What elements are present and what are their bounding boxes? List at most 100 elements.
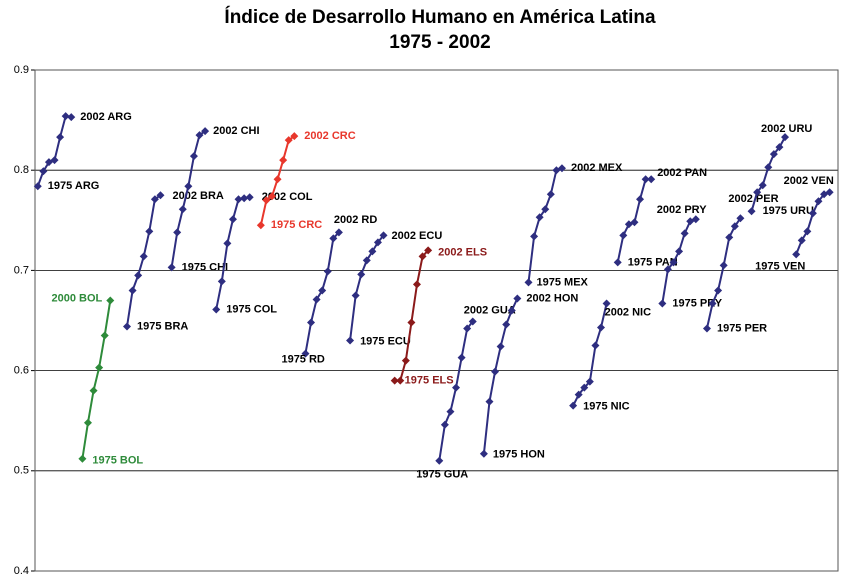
marker <box>463 324 472 333</box>
marker <box>747 207 756 216</box>
marker <box>641 175 650 184</box>
marker <box>658 299 667 308</box>
marker <box>357 270 366 279</box>
series-line <box>482 298 519 454</box>
marker <box>691 215 700 224</box>
marker <box>346 336 355 345</box>
y-tick-label: 0.4 <box>14 565 29 577</box>
series-line <box>572 303 608 407</box>
marker <box>613 258 622 267</box>
y-tick-label: 0.6 <box>14 365 29 377</box>
marker <box>78 454 87 463</box>
marker <box>100 331 109 340</box>
marker <box>212 305 221 314</box>
marker <box>139 252 148 261</box>
marker <box>663 265 672 274</box>
start-label: 1975 MEX <box>537 276 589 288</box>
y-tick-label: 0.9 <box>14 64 29 76</box>
end-label: 2002 ELS <box>438 246 487 258</box>
start-label: 1975 BOL <box>92 455 143 467</box>
marker <box>814 197 823 206</box>
start-label: 1975 CRC <box>271 219 322 231</box>
marker <box>719 261 728 270</box>
marker <box>106 296 115 305</box>
marker <box>708 299 717 308</box>
y-tick-label: 0.8 <box>14 164 29 176</box>
marker <box>440 420 449 429</box>
marker <box>61 112 70 121</box>
marker <box>33 182 42 191</box>
marker <box>56 133 65 142</box>
series-line <box>705 217 742 329</box>
marker <box>669 258 678 267</box>
marker <box>435 456 444 465</box>
marker <box>128 286 137 295</box>
end-label: 2002 HON <box>526 292 578 304</box>
start-label: 1975 VEN <box>755 260 805 272</box>
marker <box>479 449 488 458</box>
end-label: 2002 ECU <box>392 230 443 242</box>
marker <box>591 341 600 350</box>
marker <box>803 227 812 236</box>
marker <box>217 277 226 286</box>
marker <box>156 191 165 200</box>
marker <box>83 418 92 427</box>
end-label: 2000 BOL <box>52 292 103 304</box>
start-label: 1975 COL <box>226 303 277 315</box>
marker <box>714 286 723 295</box>
marker <box>580 383 589 392</box>
marker <box>50 156 59 165</box>
end-label: 2002 COL <box>262 191 313 203</box>
series-line <box>36 114 72 187</box>
end-label: 2002 URU <box>761 123 812 135</box>
marker <box>39 167 48 176</box>
start-label: 1975 HON <box>493 449 545 461</box>
marker <box>753 188 762 197</box>
marker <box>491 367 500 376</box>
end-label: 2002 PRY <box>657 204 707 216</box>
end-label: 2002 GUA <box>464 304 516 316</box>
marker <box>630 218 639 227</box>
series-line <box>349 234 385 341</box>
marker <box>234 195 243 204</box>
start-label: 1975 PRY <box>672 297 722 309</box>
marker <box>569 401 578 410</box>
marker <box>619 231 628 240</box>
plot-frame <box>34 69 839 572</box>
series-line <box>795 191 830 255</box>
end-label: 2002 CRC <box>304 130 355 142</box>
marker <box>195 131 204 140</box>
marker <box>412 280 421 289</box>
marker <box>602 299 611 308</box>
series-line <box>126 194 162 327</box>
start-label: 1975 PER <box>717 322 767 334</box>
marker <box>379 231 388 240</box>
marker <box>574 390 583 399</box>
marker <box>702 324 711 333</box>
marker <box>318 286 327 295</box>
start-label: 1975 URU <box>763 205 814 217</box>
marker <box>301 349 310 358</box>
chart-title: Índice de Desarrollo Humano en América L… <box>224 6 656 28</box>
start-label: 1975 RD <box>281 353 324 365</box>
marker <box>201 127 210 136</box>
marker <box>524 278 533 287</box>
marker <box>167 263 176 272</box>
marker <box>396 376 405 385</box>
marker <box>284 136 293 145</box>
series-line <box>81 300 112 459</box>
marker <box>825 188 834 197</box>
chart-subtitle: 1975 - 2002 <box>389 32 490 53</box>
marker <box>418 252 427 261</box>
marker <box>541 205 550 214</box>
marker <box>730 222 739 231</box>
marker <box>446 407 455 416</box>
start-label: 1975 BRA <box>137 320 188 332</box>
series-line <box>215 196 250 310</box>
marker <box>775 143 784 152</box>
start-label: 1975 ECU <box>360 335 411 347</box>
marker <box>585 377 594 386</box>
end-label: 2002 NIC <box>605 306 652 318</box>
marker <box>457 353 466 362</box>
